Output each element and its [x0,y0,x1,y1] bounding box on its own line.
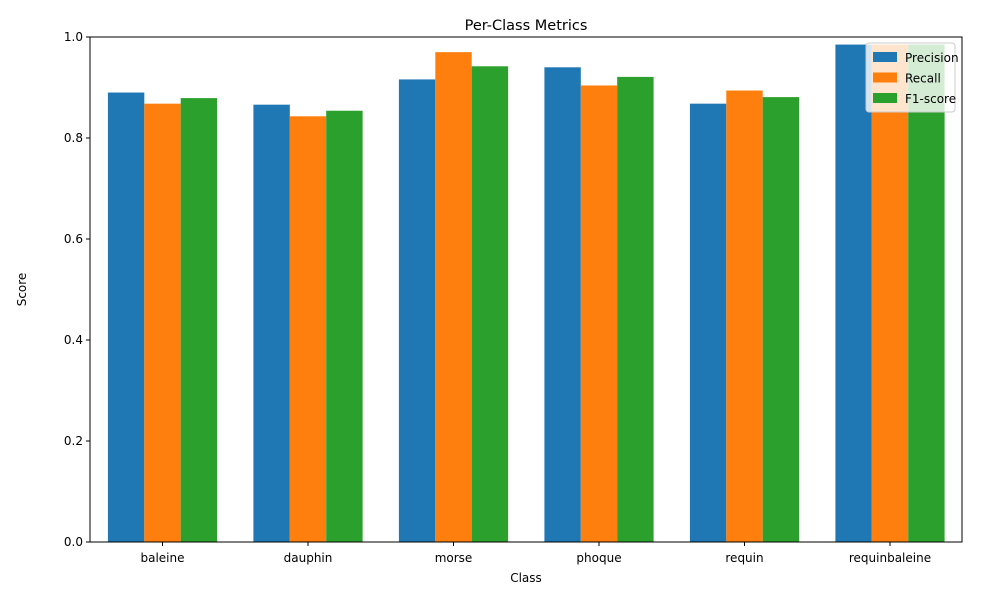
x-tick-label: requinbaleine [849,551,931,565]
bar-recall-morse [435,52,472,543]
x-tick-label: morse [435,551,473,565]
legend-label: Precision [905,51,959,65]
x-axis: baleine dauphin morse phoque requin requinbal… [140,542,931,565]
y-tick-label: 1.0 [64,30,83,44]
legend-label: F1-score [905,92,956,106]
bar-f1-score-morse [471,66,509,542]
x-axis-label: Class [510,571,542,585]
x-tick-label: dauphin [284,551,333,565]
bar-precision-baleine [107,92,145,543]
legend: Precision Recall F1-score [865,42,959,113]
bar-recall-requin [726,90,763,542]
y-tick-label: 0.2 [64,434,83,448]
y-tick-label: 0.0 [64,535,83,549]
plot-frame [89,36,963,543]
legend-swatch [873,93,897,103]
bars-layer [107,44,945,543]
legend-swatch [873,52,897,62]
bar-precision-requinbaleine [835,44,872,542]
bar-recall-baleine [144,103,181,542]
bar-precision-requin [689,103,727,542]
bar-recall-dauphin [289,116,327,542]
chart-title: Per-Class Metrics [465,18,588,34]
bar-f1-score-requin [762,97,800,542]
bar-f1-score-baleine [180,98,218,542]
bar-recall-requinbaleine [871,44,909,542]
y-tick-label: 0.6 [64,232,83,246]
bar-f1-score-phoque [617,76,654,543]
x-tick-label: requin [725,551,763,565]
y-axis: 0.0 0.2 0.4 0.6 0.8 1.0 [64,30,90,549]
bar-precision-phoque [544,67,581,543]
bar-f1-score-dauphin [326,110,363,542]
bar-recall-phoque [580,85,618,542]
x-tick-label: phoque [576,551,621,565]
y-axis-label: Score [15,273,29,307]
y-tick-label: 0.4 [64,333,83,347]
y-tick-label: 0.8 [64,131,83,145]
legend-label: Recall [905,72,941,86]
legend-swatch [873,72,897,83]
bar-precision-dauphin [253,104,290,543]
bar-precision-morse [398,79,436,543]
x-tick-label: baleine [140,551,184,565]
bar-f1-score-requinbaleine [908,44,945,542]
